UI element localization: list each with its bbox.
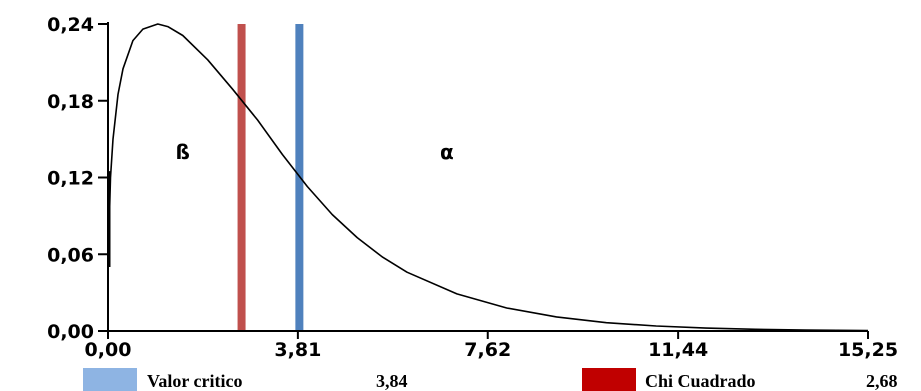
legend: Valor critico 3,84 Chi Cuadrado 2,68 xyxy=(83,368,898,391)
legend-label: Valor critico xyxy=(147,371,242,391)
y-tick-label: 0,06 xyxy=(47,244,94,266)
x-axis-ticks: 0,00 3,81 7,62 11,44 15,25 xyxy=(85,331,898,361)
legend-swatch xyxy=(83,368,137,391)
vertical-lines xyxy=(237,24,304,331)
x-tick-label: 0,00 xyxy=(85,339,132,361)
legend-label: Chi Cuadrado xyxy=(645,371,756,391)
annotation-label: α xyxy=(440,140,454,164)
y-tick-label: 0,18 xyxy=(47,91,94,113)
y-tick-label: 0,24 xyxy=(47,14,94,36)
x-tick-label: 15,25 xyxy=(838,339,898,361)
x-tick-label: 7,62 xyxy=(464,339,511,361)
x-tick-label: 3,81 xyxy=(274,339,321,361)
y-tick-label: 0,00 xyxy=(47,321,94,343)
annotation-label: ß xyxy=(176,140,190,164)
vertical-line-chi-cuadrado xyxy=(237,24,246,331)
legend-swatch xyxy=(582,368,636,391)
axes xyxy=(107,22,868,332)
density-curve xyxy=(107,23,869,332)
curve-group xyxy=(107,23,869,332)
x-tick-label: 11,44 xyxy=(648,339,708,361)
legend-value: 2,68 xyxy=(866,371,898,391)
legend-value: 3,84 xyxy=(376,371,408,391)
y-axis-ticks: 0,00 0,06 0,12 0,18 0,24 xyxy=(47,14,108,343)
y-tick-label: 0,12 xyxy=(47,168,94,190)
